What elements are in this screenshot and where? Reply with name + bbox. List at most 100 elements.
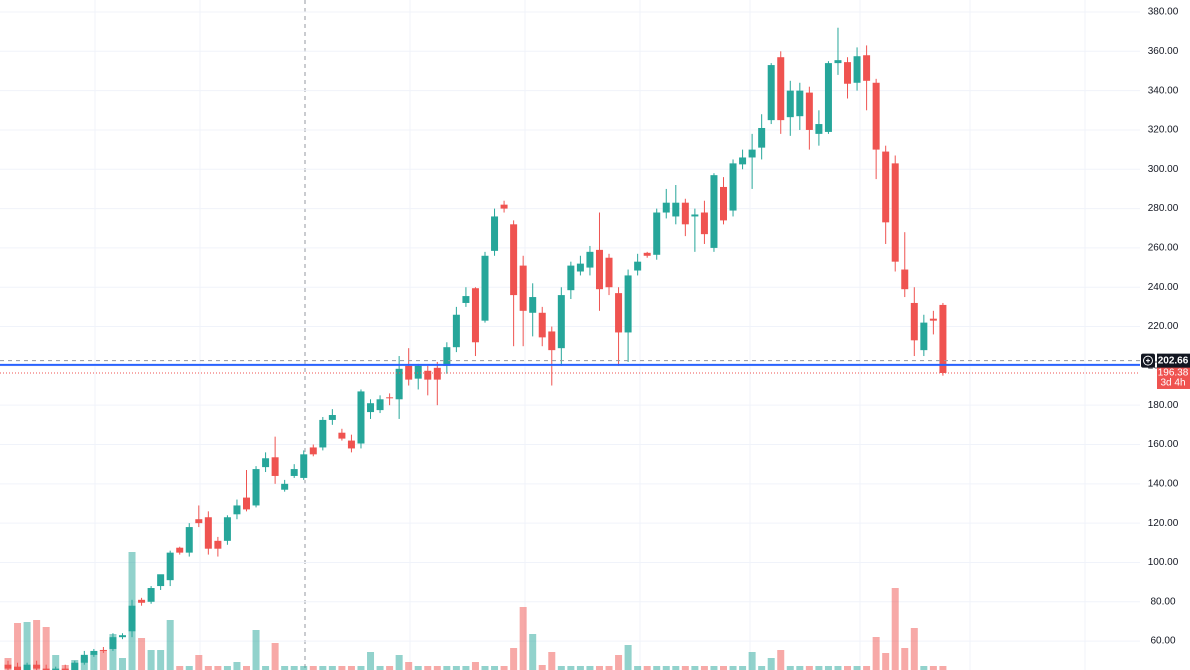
candle-body	[185, 527, 193, 553]
candle-body	[672, 202, 680, 217]
volume-bar	[157, 650, 165, 670]
candle-body	[262, 458, 270, 468]
candle-body	[739, 157, 747, 165]
candle-body	[729, 163, 737, 211]
volume-bar	[147, 650, 155, 670]
candle-body	[634, 261, 642, 271]
candle-body	[414, 365, 422, 379]
candle-body	[786, 90, 794, 118]
volume-bar	[920, 666, 928, 670]
candle-body	[290, 469, 298, 476]
candle-body	[748, 149, 756, 158]
candle-body	[500, 204, 508, 209]
candle-body	[471, 288, 479, 343]
candle-body	[615, 293, 623, 333]
volume-bar	[271, 643, 279, 670]
candle-body	[834, 60, 842, 64]
candle-body	[815, 124, 823, 134]
volume-bar	[166, 620, 174, 670]
candle-body	[519, 265, 527, 311]
volume-bar	[891, 588, 899, 670]
candle-body	[538, 312, 546, 338]
candle-body	[824, 63, 832, 132]
candle-body	[214, 540, 222, 549]
volume-bar	[233, 662, 241, 670]
volume-bar	[90, 654, 98, 670]
volume-bar	[767, 658, 775, 670]
volume-bar	[243, 666, 250, 670]
volume-bar	[99, 650, 107, 670]
volume-bar	[376, 666, 384, 670]
candle-body	[166, 552, 174, 581]
candle-body	[128, 605, 136, 632]
candle-body	[147, 588, 155, 602]
volume-bar	[214, 666, 222, 670]
candle-body	[157, 574, 165, 587]
volume-bar	[615, 655, 623, 670]
candle-body	[90, 650, 98, 655]
candle-body	[891, 163, 899, 262]
volume-bar	[338, 666, 346, 670]
volume-bar	[386, 666, 394, 670]
volume-bar	[739, 666, 747, 670]
price-axis: 60.00 80.00 100.00 120.00 140.00 160.00 180.00…	[1141, 7, 1190, 647]
add-button-plus	[1146, 358, 1150, 363]
volume-bar	[109, 634, 117, 670]
candle-body	[805, 92, 813, 130]
volume-bar	[653, 666, 661, 670]
volume-bar	[195, 655, 203, 670]
volume-bar	[481, 666, 489, 670]
volume-bar	[805, 666, 813, 670]
volume-bar	[729, 666, 737, 670]
volume-bar	[471, 662, 479, 670]
candle-body	[233, 505, 241, 515]
candle-body	[195, 519, 203, 524]
candle-body	[567, 265, 575, 291]
candle-body	[548, 331, 556, 351]
candle-body	[576, 263, 584, 272]
candle-body	[433, 367, 441, 380]
y-tick-label: 220.00	[1148, 321, 1179, 332]
volume-bar	[23, 622, 31, 670]
volume-bar	[691, 666, 699, 670]
volume-bar	[634, 666, 642, 670]
volume-bar	[424, 666, 432, 670]
volume-bar	[262, 666, 270, 670]
candle-body	[767, 65, 775, 121]
y-tick-label: 300.00	[1148, 164, 1179, 175]
volume-bar	[786, 666, 794, 670]
candle-body	[61, 668, 69, 670]
volume-bar	[300, 666, 308, 670]
candle-body	[338, 432, 346, 439]
candle-body	[462, 296, 470, 303]
candle-body	[223, 517, 231, 541]
candle-body	[328, 415, 336, 420]
volume-bar	[414, 666, 422, 670]
volume-bar	[643, 666, 651, 670]
volume-bar	[367, 652, 375, 670]
candle-body	[939, 304, 947, 373]
candle-body	[529, 297, 537, 313]
volume-bar	[223, 666, 231, 670]
volume-bar	[452, 666, 460, 670]
candle-body	[367, 403, 375, 413]
volume-bar	[519, 607, 527, 670]
volume-bar	[52, 655, 60, 670]
y-tick-label: 160.00	[1148, 439, 1179, 450]
volume-bar	[777, 650, 785, 670]
y-tick-label: 260.00	[1148, 243, 1179, 254]
countdown-label: 3d 4h	[1160, 378, 1185, 389]
volume-bar	[42, 627, 50, 670]
y-tick-label: 340.00	[1148, 85, 1179, 96]
volume-bar	[882, 653, 890, 670]
y-tick-label: 120.00	[1148, 518, 1179, 529]
y-tick-label: 380.00	[1148, 7, 1179, 18]
candle-body	[118, 635, 126, 638]
y-tick-label: 320.00	[1148, 125, 1179, 136]
candle-body	[700, 212, 708, 235]
candle-body	[443, 347, 451, 366]
candle-body	[624, 275, 632, 333]
volume-bar	[853, 666, 861, 670]
candle-body	[882, 151, 890, 223]
